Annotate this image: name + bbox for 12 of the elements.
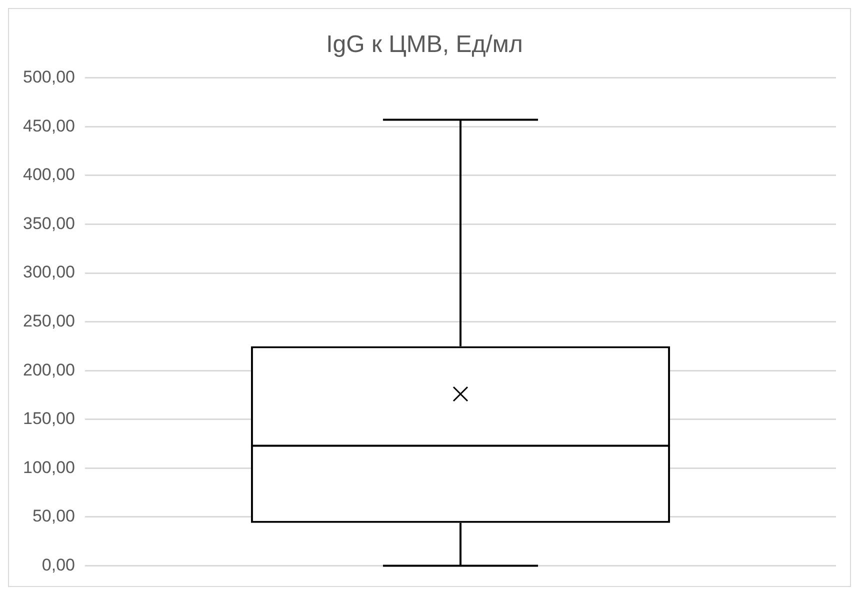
y-tick-label: 500,00 [22,67,75,86]
chart-title: IgG к ЦМВ, Ед/мл [326,31,523,58]
y-tick-label: 200,00 [22,360,75,380]
y-tick-label: 450,00 [22,116,75,136]
y-tick-label: 100,00 [22,458,75,477]
y-tick-label: 250,00 [22,311,75,330]
y-tick-label: 300,00 [22,262,75,282]
y-tick-label: 350,00 [22,214,75,233]
y-tick-label: 150,00 [22,409,75,428]
y-tick-label: 0,00 [42,555,75,574]
y-tick-label: 400,00 [22,165,75,184]
y-tick-label: 50,00 [32,506,75,526]
